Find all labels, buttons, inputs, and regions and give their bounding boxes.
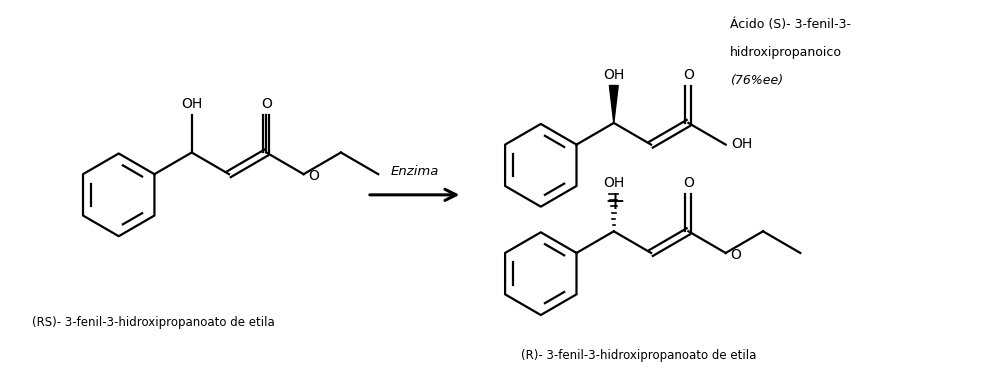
Text: OH: OH xyxy=(732,137,753,151)
Text: OH: OH xyxy=(181,97,202,111)
Text: OH: OH xyxy=(603,68,624,81)
Text: Enzima: Enzima xyxy=(390,165,439,178)
Polygon shape xyxy=(609,85,618,123)
Text: Ácido (S)- 3-fenil-3-: Ácido (S)- 3-fenil-3- xyxy=(730,17,851,31)
Text: hidroxipropanoico: hidroxipropanoico xyxy=(730,46,842,59)
Text: O: O xyxy=(261,97,272,111)
Text: (RS)- 3-fenil-3-hidroxipropanoato de etila: (RS)- 3-fenil-3-hidroxipropanoato de eti… xyxy=(32,316,274,329)
Text: O: O xyxy=(683,176,694,190)
Text: O: O xyxy=(683,68,694,81)
Text: (76%ee): (76%ee) xyxy=(730,74,783,87)
Text: (R)- 3-fenil-3-hidroxipropanoato de etila: (R)- 3-fenil-3-hidroxipropanoato de etil… xyxy=(521,349,757,362)
Text: O: O xyxy=(731,248,741,262)
Text: O: O xyxy=(309,169,319,183)
Text: +: + xyxy=(604,190,625,214)
Text: OH: OH xyxy=(603,176,624,190)
